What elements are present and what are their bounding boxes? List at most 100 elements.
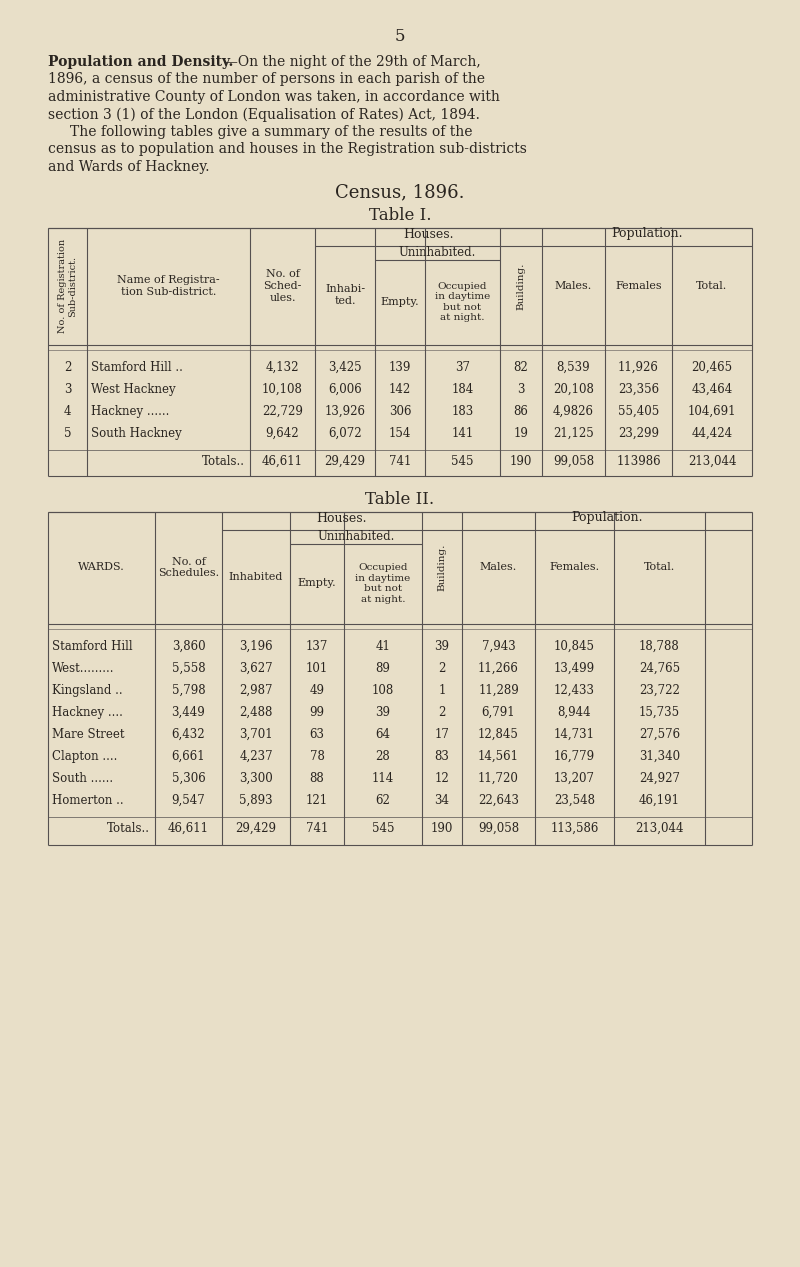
Text: 6,006: 6,006 [328, 383, 362, 397]
Text: 5,893: 5,893 [239, 794, 273, 807]
Text: 27,576: 27,576 [639, 729, 680, 741]
Text: Occupied
in daytime
but not
at night.: Occupied in daytime but not at night. [435, 281, 490, 322]
Text: Houses.: Houses. [403, 228, 454, 241]
Text: and Wards of Hackney.: and Wards of Hackney. [48, 160, 210, 174]
Text: 213,044: 213,044 [688, 455, 736, 468]
Text: 5,558: 5,558 [172, 661, 206, 675]
Text: WARDS.: WARDS. [78, 563, 125, 573]
Text: 88: 88 [310, 772, 324, 786]
Text: 12,845: 12,845 [478, 729, 519, 741]
Text: 3,300: 3,300 [239, 772, 273, 786]
Text: 3,627: 3,627 [239, 661, 273, 675]
Text: 3,196: 3,196 [239, 640, 273, 653]
Text: 12: 12 [434, 772, 450, 786]
Text: 23,356: 23,356 [618, 383, 659, 397]
Text: 14,731: 14,731 [554, 729, 595, 741]
Text: Census, 1896.: Census, 1896. [335, 184, 465, 201]
Text: 5: 5 [394, 28, 406, 46]
Text: Stamford Hill ..: Stamford Hill .. [91, 361, 183, 374]
Text: 8,944: 8,944 [558, 706, 591, 718]
Text: 31,340: 31,340 [639, 750, 680, 763]
Text: 23,548: 23,548 [554, 794, 595, 807]
Text: 17: 17 [434, 729, 450, 741]
Text: 24,927: 24,927 [639, 772, 680, 786]
Text: 34: 34 [434, 794, 450, 807]
Text: 213,044: 213,044 [635, 822, 684, 835]
Text: 82: 82 [514, 361, 528, 374]
Text: 2,987: 2,987 [239, 684, 273, 697]
Text: 545: 545 [372, 822, 394, 835]
Text: 18,788: 18,788 [639, 640, 680, 653]
Text: 11,926: 11,926 [618, 361, 659, 374]
Text: 114: 114 [372, 772, 394, 786]
Text: 306: 306 [389, 405, 411, 418]
Text: 21,125: 21,125 [553, 427, 594, 440]
Text: 4,237: 4,237 [239, 750, 273, 763]
Text: Females.: Females. [550, 563, 599, 573]
Text: 46,191: 46,191 [639, 794, 680, 807]
Text: 3,701: 3,701 [239, 729, 273, 741]
Text: 11,266: 11,266 [478, 661, 519, 675]
Text: 15,735: 15,735 [639, 706, 680, 718]
Text: 121: 121 [306, 794, 328, 807]
Text: 55,405: 55,405 [618, 405, 659, 418]
Text: 28: 28 [376, 750, 390, 763]
Text: 2,488: 2,488 [239, 706, 273, 718]
Text: 3: 3 [64, 383, 71, 397]
Text: 20,465: 20,465 [691, 361, 733, 374]
Text: 3,425: 3,425 [328, 361, 362, 374]
Text: 741: 741 [306, 822, 328, 835]
Text: 3: 3 [518, 383, 525, 397]
Text: 108: 108 [372, 684, 394, 697]
Text: Mare Street: Mare Street [52, 729, 125, 741]
Text: 39: 39 [434, 640, 450, 653]
Text: 3,860: 3,860 [172, 640, 206, 653]
Text: 1896, a census of the number of persons in each parish of the: 1896, a census of the number of persons … [48, 72, 485, 86]
Text: 29,429: 29,429 [325, 455, 366, 468]
Text: 13,926: 13,926 [325, 405, 366, 418]
Text: Table I.: Table I. [369, 208, 431, 224]
Text: 5: 5 [64, 427, 71, 440]
Text: 154: 154 [389, 427, 411, 440]
Text: 99: 99 [310, 706, 325, 718]
Text: 2: 2 [64, 361, 71, 374]
Text: Houses.: Houses. [317, 512, 367, 525]
Text: 99,058: 99,058 [553, 455, 594, 468]
Text: Building.: Building. [438, 544, 446, 592]
Text: Empty.: Empty. [381, 296, 419, 307]
Text: 16,779: 16,779 [554, 750, 595, 763]
Text: 99,058: 99,058 [478, 822, 519, 835]
Text: 64: 64 [375, 729, 390, 741]
Text: Hackney ....: Hackney .... [52, 706, 123, 718]
Text: 104,691: 104,691 [688, 405, 736, 418]
Text: census as to population and houses in the Registration sub-districts: census as to population and houses in th… [48, 142, 527, 157]
Text: 22,643: 22,643 [478, 794, 519, 807]
Text: 22,729: 22,729 [262, 405, 303, 418]
Text: 44,424: 44,424 [691, 427, 733, 440]
Text: 46,611: 46,611 [168, 822, 209, 835]
Text: 39: 39 [375, 706, 390, 718]
Text: 6,661: 6,661 [172, 750, 206, 763]
Text: 9,547: 9,547 [172, 794, 206, 807]
Text: South Hackney: South Hackney [91, 427, 182, 440]
Text: 3,449: 3,449 [172, 706, 206, 718]
Text: Population.: Population. [611, 228, 682, 241]
Text: Kingsland ..: Kingsland .. [52, 684, 122, 697]
Text: 6,791: 6,791 [482, 706, 515, 718]
Text: West Hackney: West Hackney [91, 383, 176, 397]
Text: 5,798: 5,798 [172, 684, 206, 697]
Text: 13,207: 13,207 [554, 772, 595, 786]
Text: 4,9826: 4,9826 [553, 405, 594, 418]
Text: 6,432: 6,432 [172, 729, 206, 741]
Text: 41: 41 [375, 640, 390, 653]
Text: 2: 2 [438, 706, 446, 718]
Text: 139: 139 [389, 361, 411, 374]
Text: 24,765: 24,765 [639, 661, 680, 675]
Text: 12,433: 12,433 [554, 684, 595, 697]
Text: 190: 190 [431, 822, 453, 835]
Text: 46,611: 46,611 [262, 455, 303, 468]
Text: West.........: West......... [52, 661, 114, 675]
Text: 14,561: 14,561 [478, 750, 519, 763]
Text: —On the night of the 29th of March,: —On the night of the 29th of March, [224, 54, 481, 68]
Text: 4,132: 4,132 [266, 361, 299, 374]
